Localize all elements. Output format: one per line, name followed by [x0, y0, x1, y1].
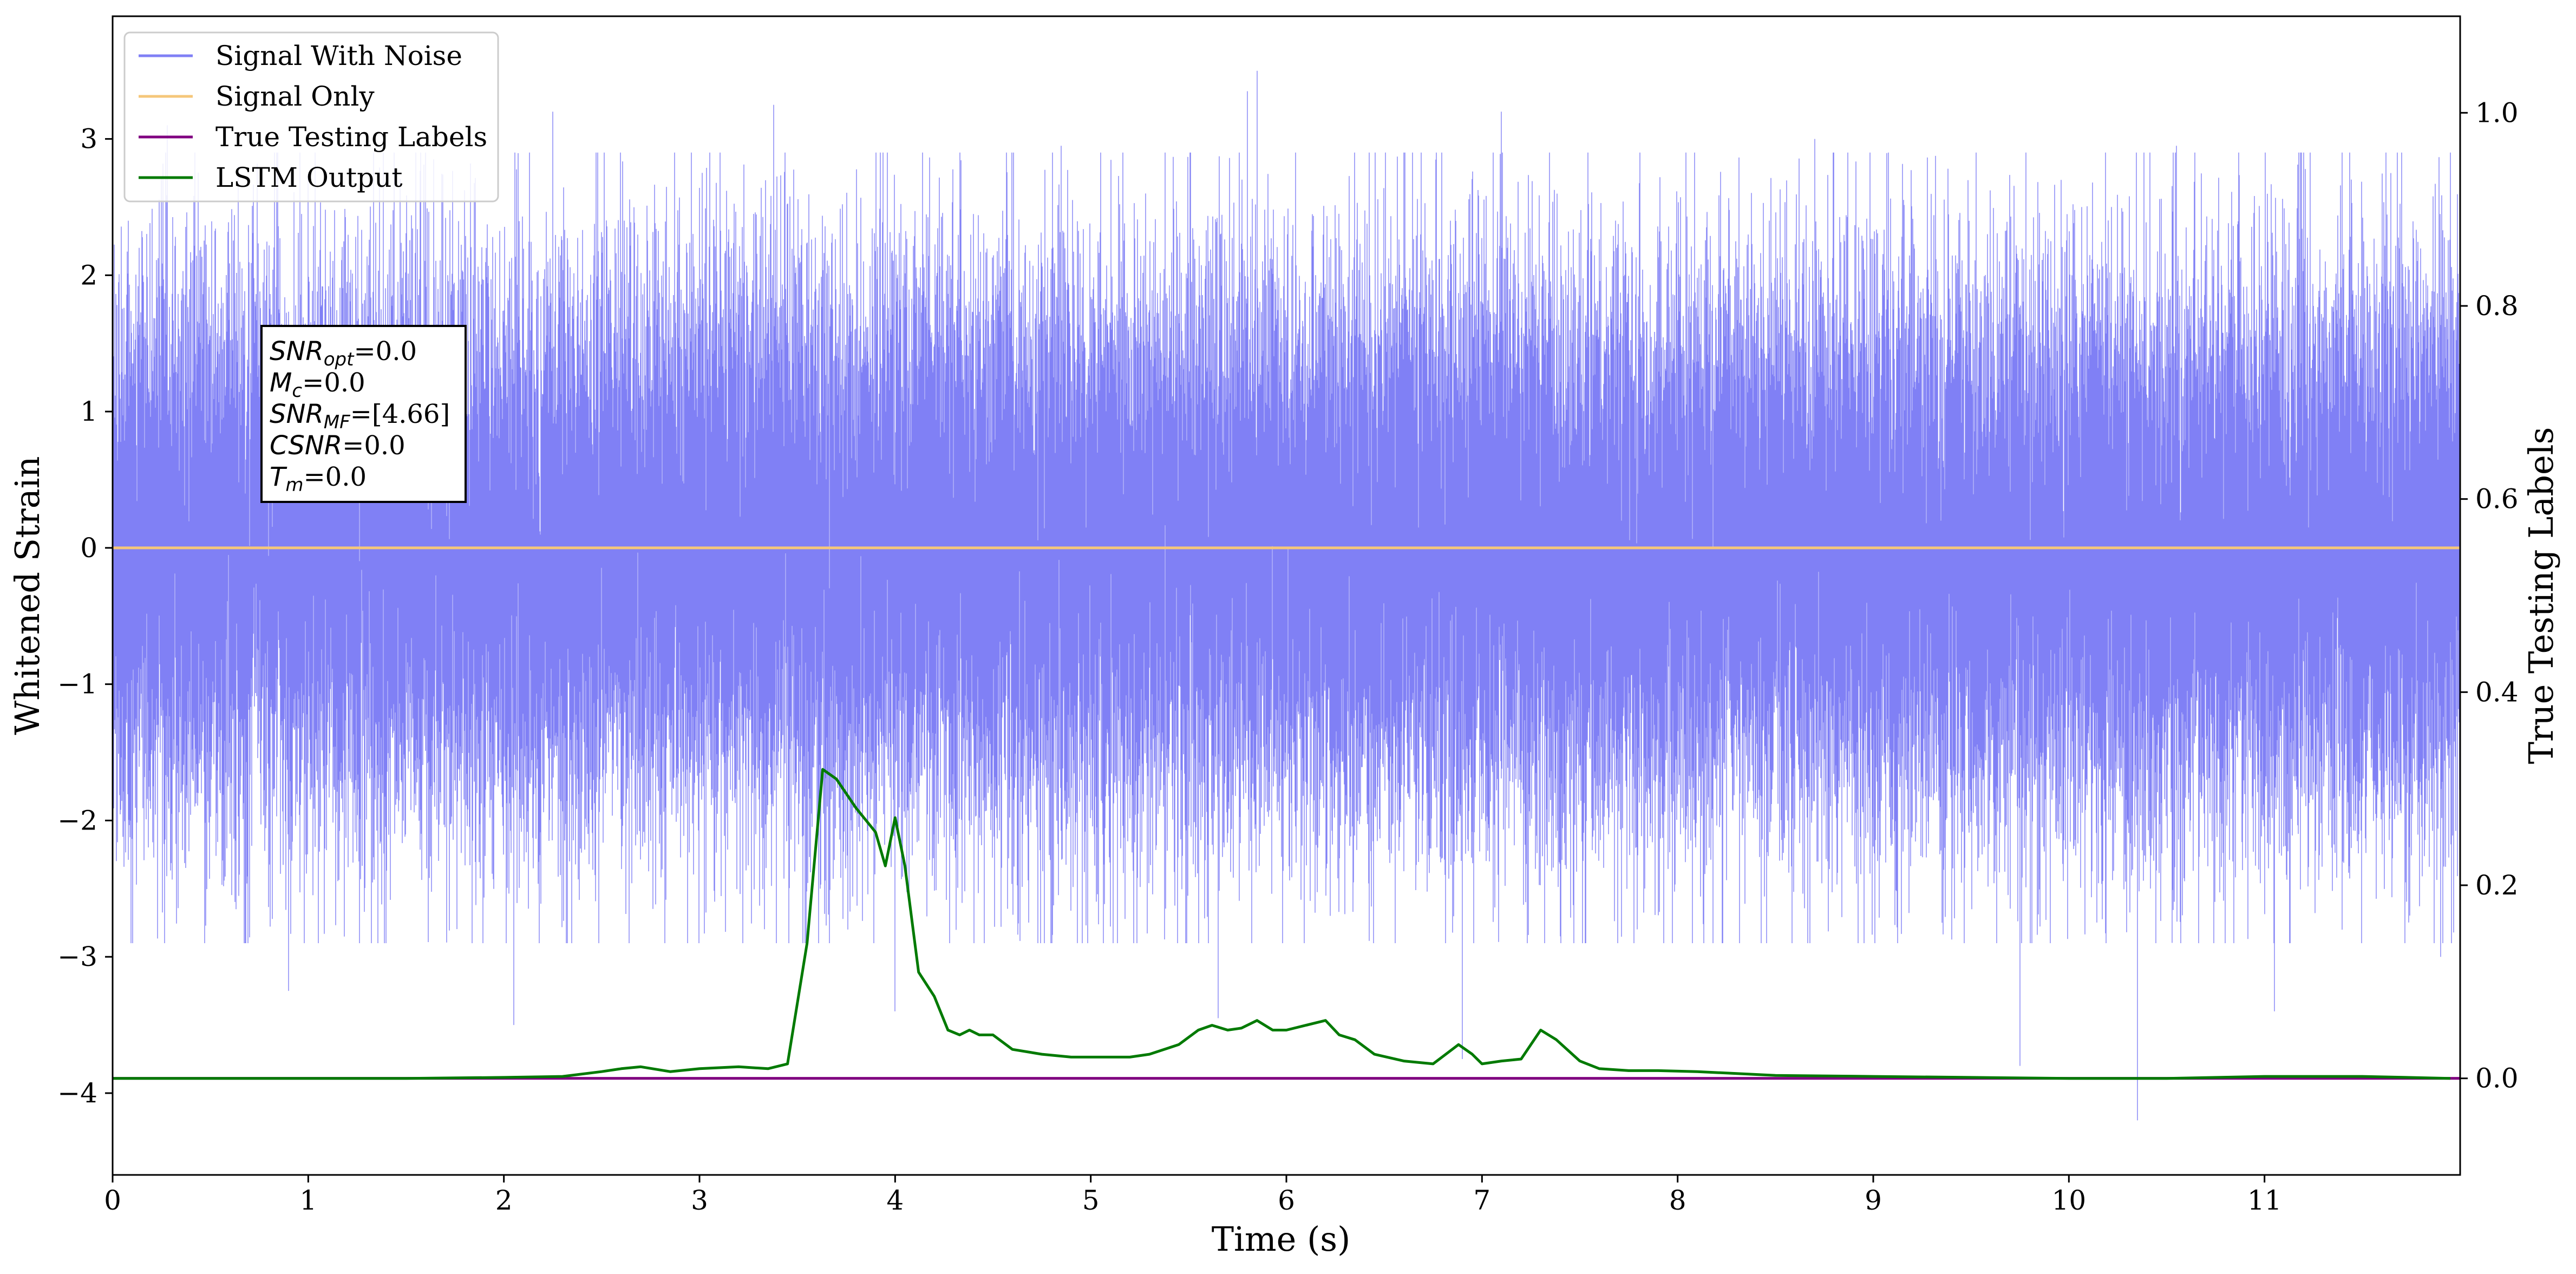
annotation-line: CSNR=0.0	[270, 430, 406, 461]
x-tick-label: 7	[1473, 1185, 1490, 1216]
x-tick-label: 10	[2052, 1185, 2087, 1216]
legend-label: Signal Only	[215, 81, 375, 112]
x-tick-label: 11	[2247, 1185, 2282, 1216]
y-right-tick-label: 0.2	[2475, 870, 2519, 901]
x-tick-label: 8	[1669, 1185, 1686, 1216]
y-tick-label: −4	[57, 1077, 97, 1109]
x-tick-label: 3	[691, 1185, 708, 1216]
annotation-line: SNRMF=[4.66]	[270, 399, 450, 433]
y-axis-label-right: True Testing Labels	[2521, 427, 2561, 765]
y-axis-right: 0.0 0.2 0.4 0.6 0.8 1.0	[2460, 97, 2519, 1094]
y-tick-label: 0	[80, 532, 97, 564]
x-tick-label: 1	[299, 1185, 317, 1216]
y-tick-label: 2	[80, 259, 97, 291]
legend-label: True Testing Labels	[215, 121, 487, 153]
legend-item-true-testing-labels: True Testing Labels	[139, 121, 487, 153]
lstm-output-line	[113, 768, 2450, 1080]
x-tick-label: 6	[1278, 1185, 1295, 1216]
y-tick-label: −2	[57, 805, 97, 836]
x-tick-label: 5	[1082, 1185, 1100, 1216]
x-axis-label: Time (s)	[1212, 1219, 1351, 1259]
annotation-line: Tm=0.0	[270, 462, 367, 496]
y-tick-label: 3	[80, 123, 97, 155]
legend-item-lstm-output: LSTM Output	[139, 162, 402, 193]
legend-item-signal-only: Signal Only	[139, 81, 375, 112]
x-axis: 0 1 2 3 4 5 6 7 8 9 10 11	[104, 1175, 2281, 1216]
annotation-frame	[260, 325, 467, 503]
y-right-tick-label: 1.0	[2475, 97, 2519, 128]
y-axis-label-left: Whitened Strain	[8, 456, 47, 735]
y-right-tick-label: 0.4	[2475, 676, 2519, 708]
legend-label: LSTM Output	[215, 162, 402, 193]
annotation-box: SNRopt=0.0Mc=0.0SNRMF=[4.66]CSNR=0.0Tm=0…	[260, 325, 467, 503]
lstm-output-series	[113, 768, 2450, 1080]
legend-item-signal-with-noise: Signal With Noise	[139, 40, 462, 71]
y-right-tick-label: 0.6	[2475, 484, 2519, 515]
legend: Signal With Noise Signal Only True Testi…	[123, 31, 499, 202]
x-tick-label: 4	[886, 1185, 904, 1216]
y-axis-left: −4 −3 −2 −1 0 1 2 3	[57, 123, 113, 1109]
y-right-tick-label: 0.8	[2475, 290, 2519, 322]
legend-box	[123, 31, 499, 202]
y-tick-label: −3	[57, 941, 97, 972]
y-right-tick-label: 0.0	[2475, 1063, 2519, 1094]
x-tick-label: 0	[104, 1185, 121, 1216]
y-tick-label: −1	[57, 669, 97, 700]
legend-label: Signal With Noise	[215, 40, 462, 71]
annotation-line: Mc=0.0	[270, 368, 365, 402]
y-tick-label: 1	[80, 396, 97, 427]
annotation-line: SNRopt=0.0	[270, 336, 417, 370]
x-tick-label: 9	[1865, 1185, 1882, 1216]
x-tick-label: 2	[495, 1185, 513, 1216]
